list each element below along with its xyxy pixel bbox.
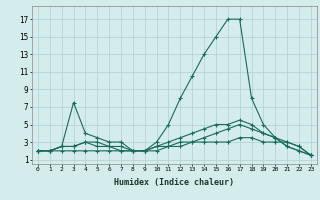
X-axis label: Humidex (Indice chaleur): Humidex (Indice chaleur) xyxy=(115,178,234,187)
